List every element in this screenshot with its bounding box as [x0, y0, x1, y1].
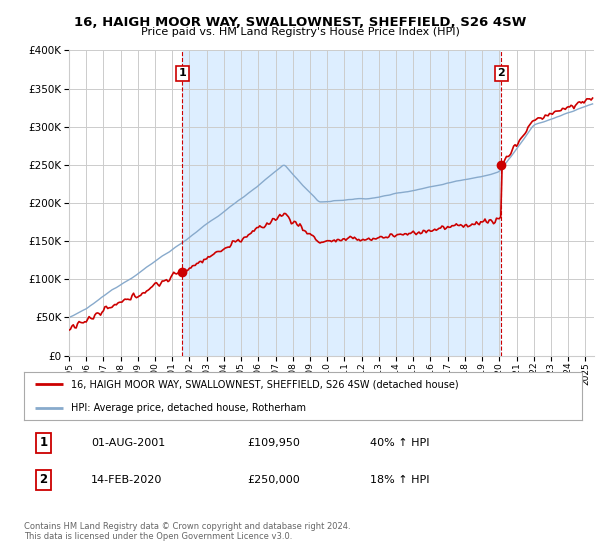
Text: 1: 1 — [178, 68, 186, 78]
Text: 2: 2 — [40, 473, 47, 487]
Text: HPI: Average price, detached house, Rotherham: HPI: Average price, detached house, Roth… — [71, 403, 307, 413]
Text: 40% ↑ HPI: 40% ↑ HPI — [370, 438, 430, 448]
Text: £109,950: £109,950 — [247, 438, 300, 448]
Text: 14-FEB-2020: 14-FEB-2020 — [91, 475, 163, 485]
Bar — [182, 50, 502, 356]
Text: 16, HAIGH MOOR WAY, SWALLOWNEST, SHEFFIELD, S26 4SW: 16, HAIGH MOOR WAY, SWALLOWNEST, SHEFFIE… — [74, 16, 526, 29]
Text: Price paid vs. HM Land Registry's House Price Index (HPI): Price paid vs. HM Land Registry's House … — [140, 27, 460, 37]
Text: 18% ↑ HPI: 18% ↑ HPI — [370, 475, 430, 485]
Text: 2: 2 — [497, 68, 505, 78]
Text: 16, HAIGH MOOR WAY, SWALLOWNEST, SHEFFIELD, S26 4SW (detached house): 16, HAIGH MOOR WAY, SWALLOWNEST, SHEFFIE… — [71, 379, 459, 389]
Text: 01-AUG-2001: 01-AUG-2001 — [91, 438, 165, 448]
Text: 1: 1 — [40, 436, 47, 450]
Text: Contains HM Land Registry data © Crown copyright and database right 2024.
This d: Contains HM Land Registry data © Crown c… — [24, 522, 350, 542]
Text: £250,000: £250,000 — [247, 475, 300, 485]
